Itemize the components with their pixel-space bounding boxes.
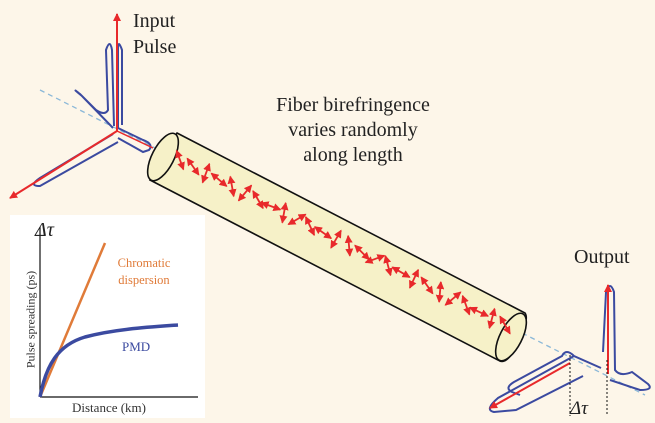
polarization-arrow: [287, 213, 307, 226]
polarization-arrow: [383, 254, 393, 277]
pmd-label: PMD: [122, 339, 151, 354]
polarization-arrow: [461, 294, 471, 316]
polarization-arrow: [279, 201, 289, 224]
polarization-arrow: [227, 175, 237, 198]
polarization-arrow: [391, 266, 411, 278]
polarization-arrow: [469, 306, 489, 317]
fiber-caption: Fiber birefringence varies randomly alon…: [276, 94, 430, 166]
polarization-arrow: [344, 234, 354, 257]
output-delay-label: Δτ: [570, 398, 588, 419]
inset-tau-label: Δτ: [35, 219, 54, 241]
input-pulse-label: Input Pulse: [133, 10, 177, 58]
polarization-arrow: [186, 157, 200, 176]
polarization-arrow: [210, 172, 228, 187]
pmd-curve: [38, 323, 179, 398]
polarization-arrow: [330, 229, 342, 249]
polarization-arrow: [408, 268, 420, 289]
output-label: Output: [574, 246, 630, 268]
propagation-axis: [39, 89, 646, 396]
input-pulse: [9, 13, 154, 199]
polarization-arrow: [487, 307, 497, 330]
polarization-arrow: [444, 291, 462, 306]
fiber: [146, 131, 528, 363]
polarization-arrow: [175, 149, 185, 171]
polarization-arrow: [260, 201, 282, 211]
polarization-arrow: [499, 315, 511, 335]
polarization-arrow: [304, 216, 316, 236]
chromatic-dispersion-label: Chromatic dispersion: [117, 256, 171, 287]
chromatic-dispersion-curve: [38, 242, 107, 398]
polarization-arrow: [435, 281, 445, 303]
inset-chart: Δτ Pulse spreading (ps) Distance (km) Ch…: [10, 215, 205, 418]
polarization-arrow: [237, 184, 253, 202]
output-pulse: [488, 284, 651, 416]
polarization-arrow: [201, 162, 211, 184]
polarization-arrow: [313, 226, 333, 240]
inset-x-axis-label: Distance (km): [72, 400, 147, 415]
polarization-arrows: [175, 149, 511, 335]
polarization-arrow: [364, 254, 386, 264]
polarization-arrow: [420, 276, 434, 295]
inset-y-axis-label: Pulse spreading (ps): [23, 270, 38, 369]
inset-chart-graphics: [38, 227, 198, 398]
